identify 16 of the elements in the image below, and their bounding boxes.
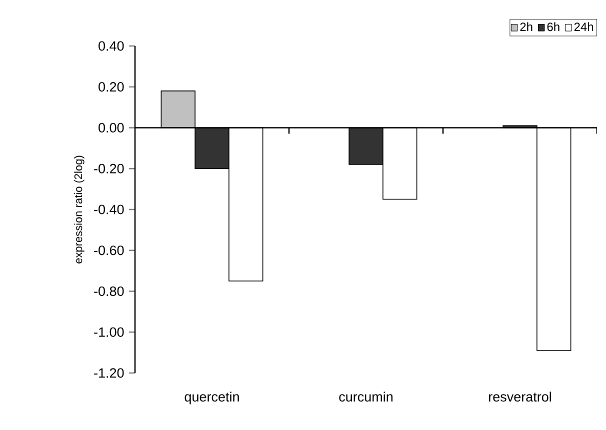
- y-tick-label: -0.20: [94, 164, 124, 174]
- legend-label: 24h: [574, 22, 594, 31]
- y-tick-label: -0.40: [94, 204, 124, 214]
- y-tick-label: -1.20: [94, 368, 124, 378]
- y-tick-label: 0.40: [98, 41, 124, 51]
- legend-label: 2h: [520, 22, 532, 31]
- y-tick-label: -0.80: [94, 286, 124, 296]
- y-tick-label: 0.00: [98, 122, 124, 133]
- x-tick-label: resveratrol: [489, 392, 551, 402]
- x-tick-label: quercetin: [184, 392, 239, 404]
- x-tick-label: curcumin: [339, 392, 392, 402]
- y-axis-title: expression ratio (2log): [74, 156, 84, 264]
- y-tick-label: -1.00: [94, 327, 124, 337]
- legend-label: 6h: [547, 22, 560, 32]
- y-tick-label: -0.60: [94, 246, 124, 256]
- y-tick-label: 0.20: [98, 82, 124, 92]
